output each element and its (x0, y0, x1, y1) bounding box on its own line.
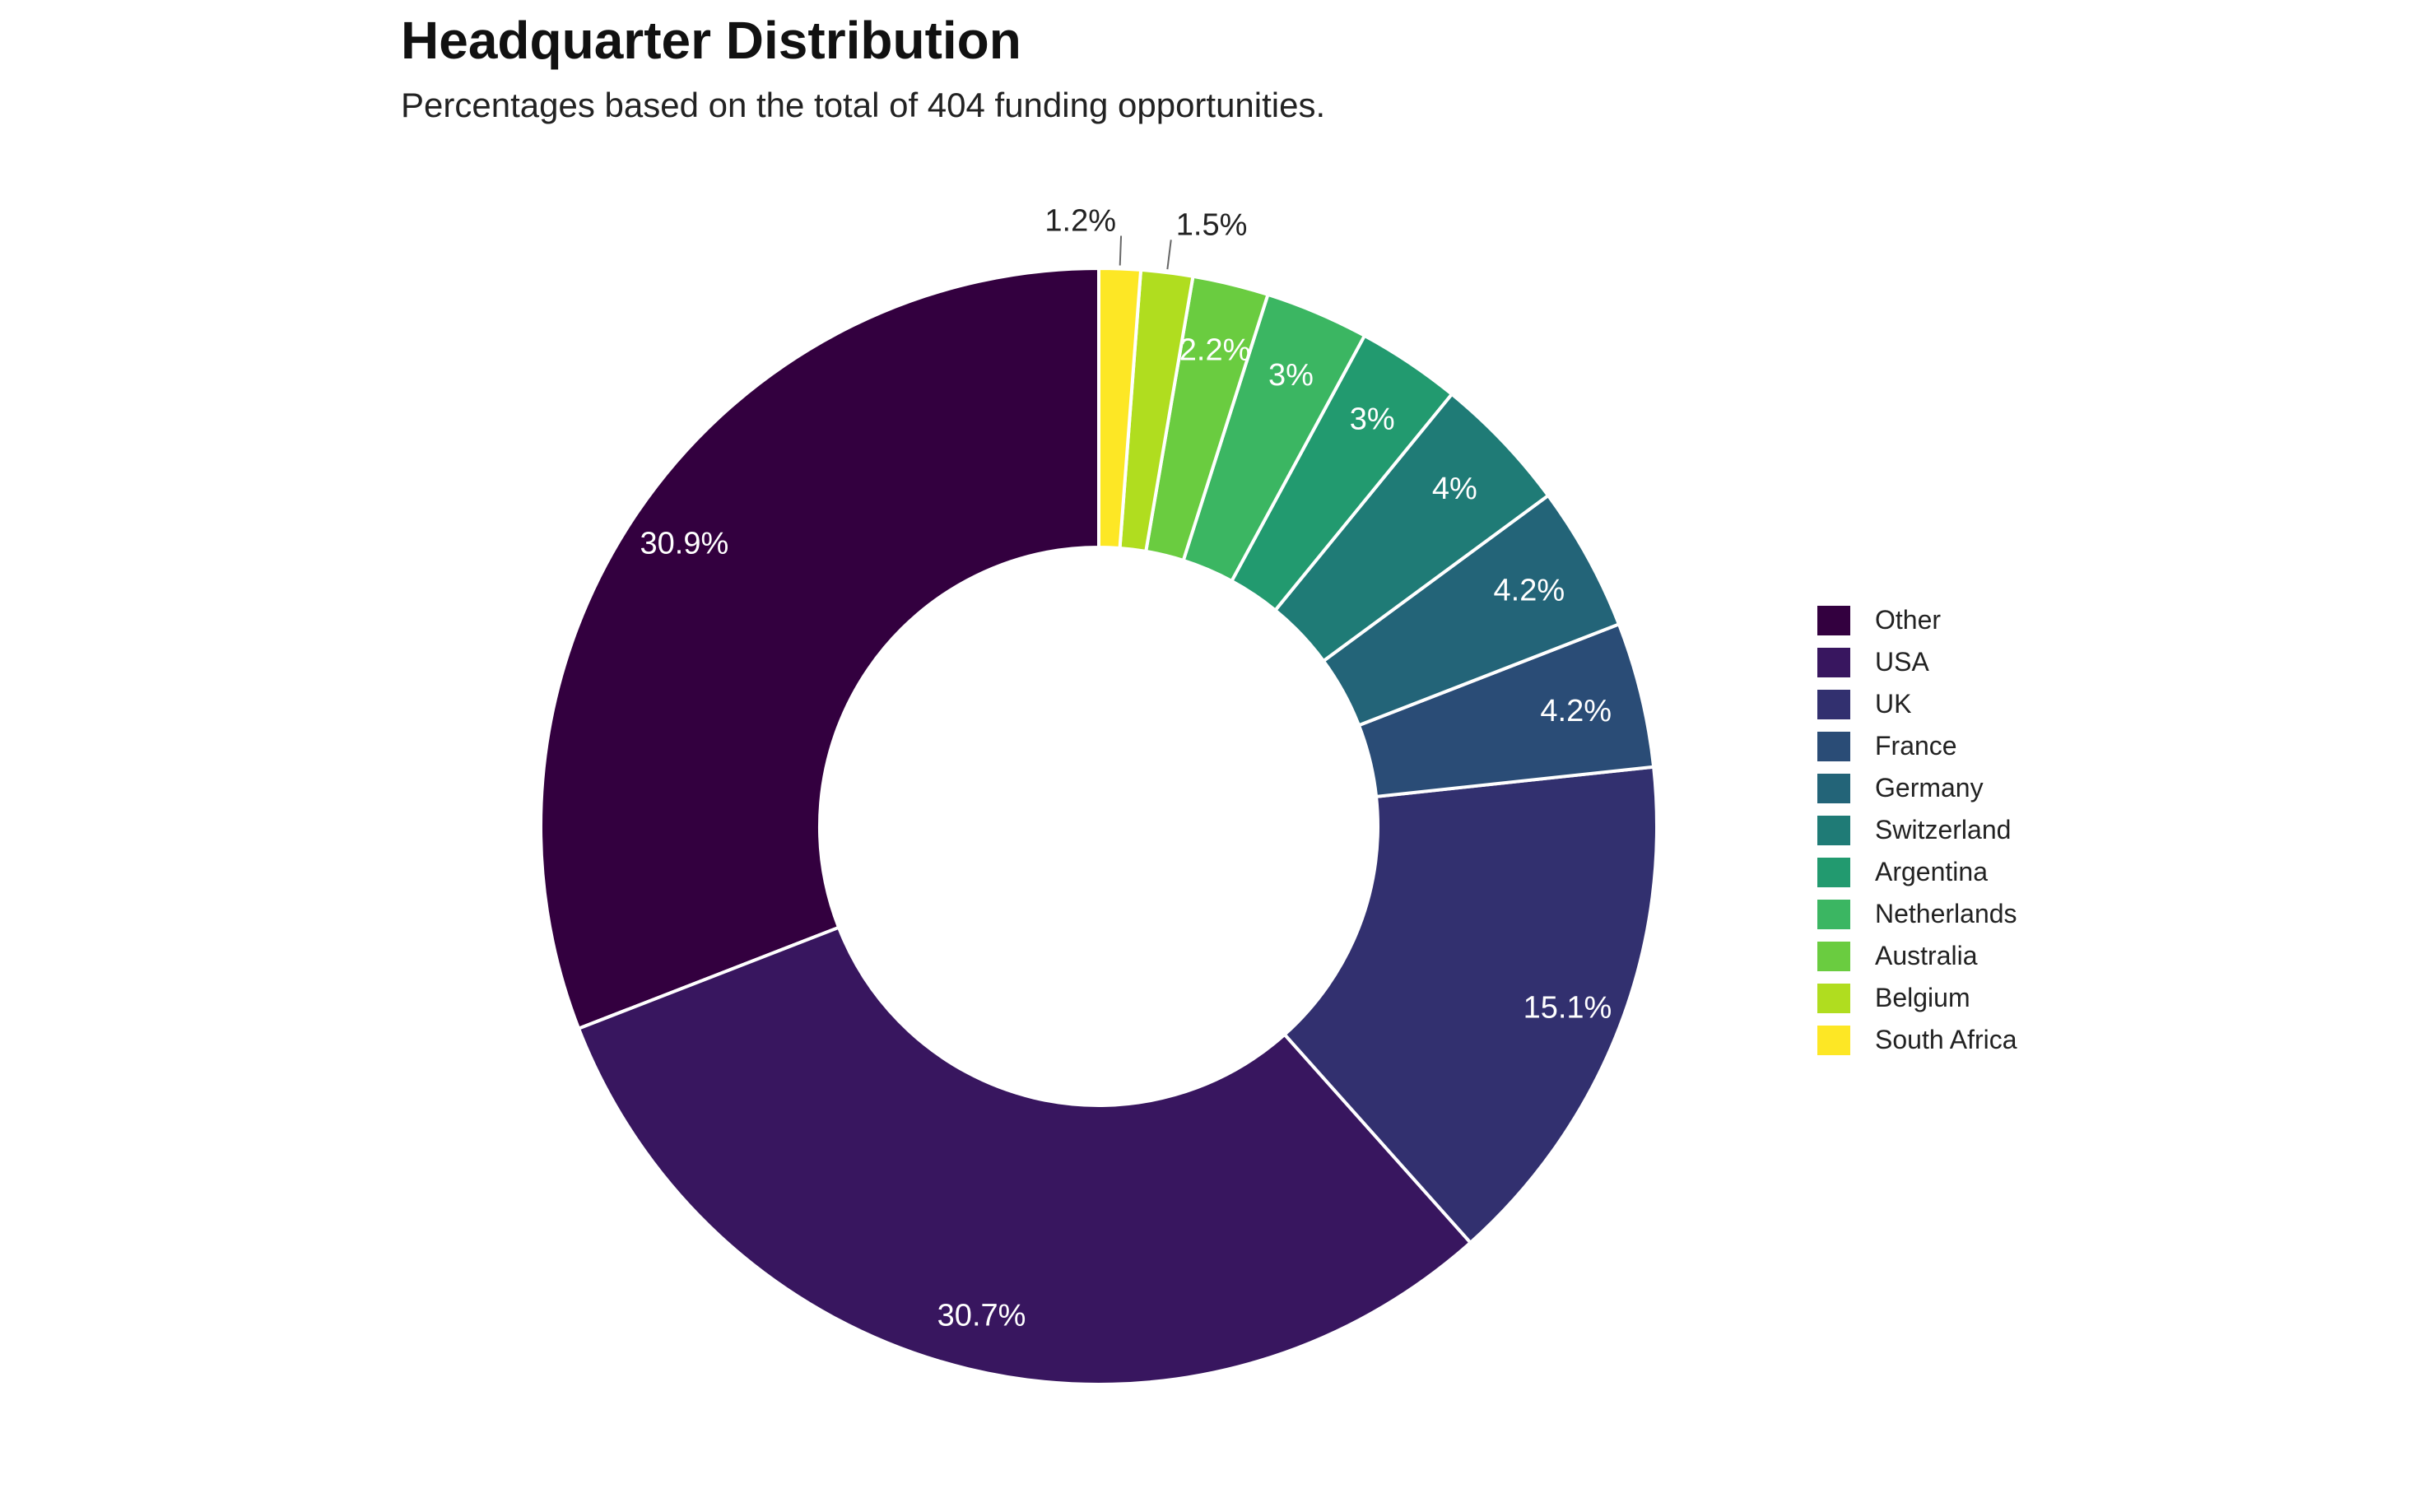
leader-line (1119, 235, 1123, 266)
leader-line (1166, 240, 1172, 270)
legend-item[interactable]: Switzerland (1817, 809, 2017, 851)
legend-label: Australia (1875, 941, 1978, 970)
legend-swatch (1817, 773, 1850, 803)
legend-label: South Africa (1875, 1025, 2017, 1054)
legend-item[interactable]: Germany (1817, 767, 2017, 809)
slice-label: 2.2% (1179, 333, 1251, 367)
legend-item[interactable]: Belgium (1817, 977, 2017, 1019)
slice-label: 4.2% (1494, 574, 1565, 608)
legend-item[interactable]: South Africa (1817, 1019, 2017, 1061)
slice-label: 1.2% (1044, 204, 1116, 239)
legend-item[interactable]: Other (1817, 599, 2017, 641)
slice-label: 4% (1432, 472, 1477, 506)
legend-item[interactable]: France (1817, 725, 2017, 767)
legend-item[interactable]: Netherlands (1817, 893, 2017, 935)
legend-label: Other (1875, 605, 1942, 635)
legend-label: Argentina (1875, 857, 1988, 886)
slice-south-africa[interactable] (1097, 266, 1143, 551)
legend-label: USA (1875, 647, 1929, 677)
legend-label: Germany (1875, 773, 1984, 803)
legend-item[interactable]: Australia (1817, 935, 2017, 977)
chart-title: Headquarter Distribution (401, 11, 1021, 70)
legend-item[interactable]: Argentina (1817, 851, 2017, 893)
legend-label: Belgium (1875, 983, 1970, 1012)
legend-swatch (1817, 899, 1850, 929)
legend-swatch (1817, 647, 1850, 677)
legend-swatch (1817, 1025, 1850, 1055)
legend-item[interactable]: USA (1817, 641, 2017, 683)
slice-label: 3% (1268, 358, 1314, 393)
legend-swatch (1817, 689, 1850, 719)
legend-label: UK (1875, 689, 1912, 719)
legend-swatch (1817, 815, 1850, 845)
legend-swatch (1817, 941, 1850, 971)
legend: Other USA UK France Germany Switzerland Argent… (1817, 599, 2017, 1061)
slice-label: 30.9% (640, 526, 729, 561)
slice-other[interactable] (539, 266, 1100, 1031)
legend-swatch (1817, 731, 1850, 761)
legend-swatch (1817, 605, 1850, 635)
chart-subtitle: Percentages based on the total of 404 fu… (401, 86, 1326, 124)
slice-uk[interactable] (1282, 765, 1658, 1245)
legend-swatch (1817, 857, 1850, 887)
slice-label: 4.2% (1540, 694, 1612, 728)
slice-label: 1.5% (1176, 207, 1248, 242)
legend-label: France (1875, 731, 1957, 761)
slice-label: 30.7% (937, 1298, 1026, 1333)
legend-item[interactable]: UK (1817, 683, 2017, 725)
legend-label: Netherlands (1875, 899, 2017, 928)
legend-label: Switzerland (1875, 815, 2012, 844)
slice-label: 3% (1350, 402, 1395, 436)
legend-swatch (1817, 983, 1850, 1013)
slice-label: 15.1% (1524, 990, 1612, 1025)
slice-usa[interactable] (576, 925, 1473, 1387)
